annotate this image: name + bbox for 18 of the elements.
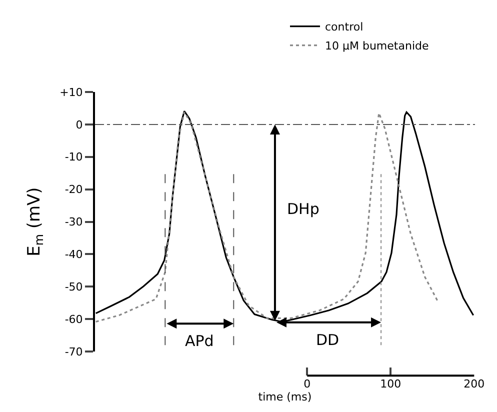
- y-tick-label: -20: [64, 183, 83, 196]
- y-tick-label: -10: [64, 150, 83, 164]
- y-tick-label: +10: [60, 86, 83, 99]
- legend-label: control: [325, 20, 364, 34]
- x-tick-label: 200: [464, 378, 485, 391]
- y-tick-label: -50: [64, 280, 83, 294]
- annotation: APd: [185, 332, 214, 350]
- y-tick-label: -40: [64, 248, 83, 262]
- x-tick-label: 100: [380, 378, 402, 391]
- y-tick-label: -70: [64, 345, 83, 358]
- annotation: DD: [316, 331, 340, 349]
- legend-label: 10 μM bumetanide: [325, 40, 429, 53]
- x-axis-title: time (ms): [258, 390, 312, 404]
- y-tick-label: -60: [64, 312, 83, 326]
- x-tick-label: 0: [304, 378, 311, 391]
- annotation: DHp: [287, 200, 320, 218]
- y-tick-label: 0: [76, 118, 83, 132]
- y-tick-label: -30: [64, 216, 83, 229]
